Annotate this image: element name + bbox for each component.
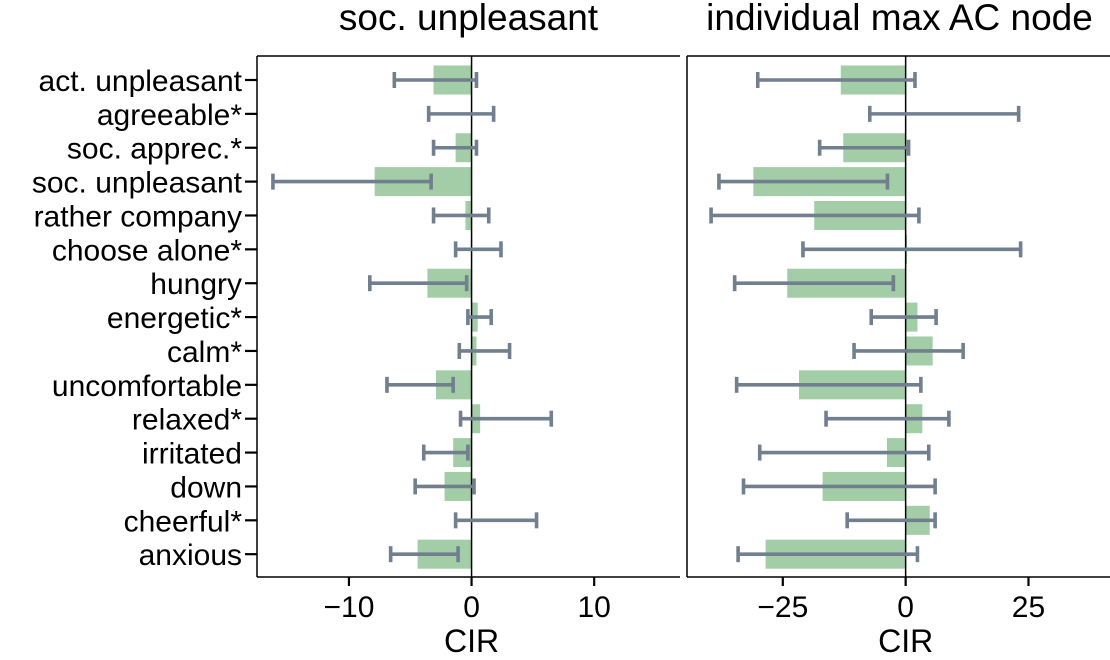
- y-tick-label: agreeable*: [97, 99, 242, 132]
- error-bar: [388, 546, 460, 563]
- error-bar: [367, 275, 469, 292]
- panel-title: individual max AC node: [706, 0, 1093, 38]
- error-bar: [426, 105, 496, 122]
- error-bar: [869, 309, 938, 326]
- x-axis-title: CIR: [878, 623, 933, 659]
- y-tick-label: act. unpleasant: [39, 65, 243, 98]
- error-bar: [801, 241, 1023, 258]
- y-tick-label: energetic*: [107, 302, 242, 335]
- y-tick-label: choose alone*: [52, 234, 242, 267]
- y-tick-label: calm*: [167, 336, 242, 369]
- error-bar: [717, 173, 890, 190]
- y-tick-label: soc. unpleasant: [32, 167, 243, 200]
- error-bar: [421, 444, 470, 461]
- error-bar: [867, 105, 1021, 122]
- y-tick-label: uncomfortable: [52, 370, 242, 403]
- x-tick-label: −25: [757, 591, 808, 624]
- error-bar: [458, 410, 554, 427]
- error-bar: [824, 410, 951, 427]
- error-bar: [757, 444, 931, 461]
- error-bar: [736, 546, 920, 563]
- error-bar: [817, 139, 911, 156]
- panel-title: soc. unpleasant: [339, 0, 599, 38]
- x-tick-label: 10: [577, 591, 610, 624]
- error-bar: [453, 512, 539, 529]
- y-tick-label: soc. apprec.*: [67, 133, 242, 166]
- error-bar: [709, 207, 921, 224]
- error-bar: [431, 207, 491, 224]
- error-bar: [755, 72, 917, 88]
- error-bar: [431, 139, 479, 156]
- x-axis-title: CIR: [444, 623, 499, 659]
- y-tick-label: anxious: [139, 539, 242, 572]
- x-tick-label: 25: [1012, 591, 1045, 624]
- error-bar: [392, 72, 479, 88]
- y-tick-label: relaxed*: [132, 404, 242, 437]
- error-bar: [734, 376, 923, 393]
- y-tick-label: down: [170, 471, 242, 504]
- error-bar: [271, 173, 433, 190]
- error-bar: [466, 309, 493, 326]
- x-tick-label: 0: [463, 591, 480, 624]
- error-bar: [413, 478, 476, 495]
- y-tick-label: cheerful*: [124, 505, 243, 538]
- panel-individual-max-ac-node: individual max AC node −25 0 25 CIR: [686, 0, 1110, 659]
- x-tick-label: 0: [897, 591, 914, 624]
- error-bar: [741, 478, 937, 495]
- y-tick-label: rather company: [34, 200, 242, 233]
- y-tick-label: irritated: [142, 438, 242, 471]
- error-bar: [732, 275, 896, 292]
- panel-soc-unpleasant: soc. unpleasant −10 0 10 CIR: [256, 0, 680, 659]
- error-bar: [852, 342, 965, 359]
- y-tick-label: hungry: [150, 268, 242, 301]
- error-bar: [453, 241, 503, 258]
- error-bar: [457, 342, 512, 359]
- error-bar: [845, 512, 937, 529]
- error-bar: [385, 376, 455, 393]
- x-tick-label: −10: [324, 591, 375, 624]
